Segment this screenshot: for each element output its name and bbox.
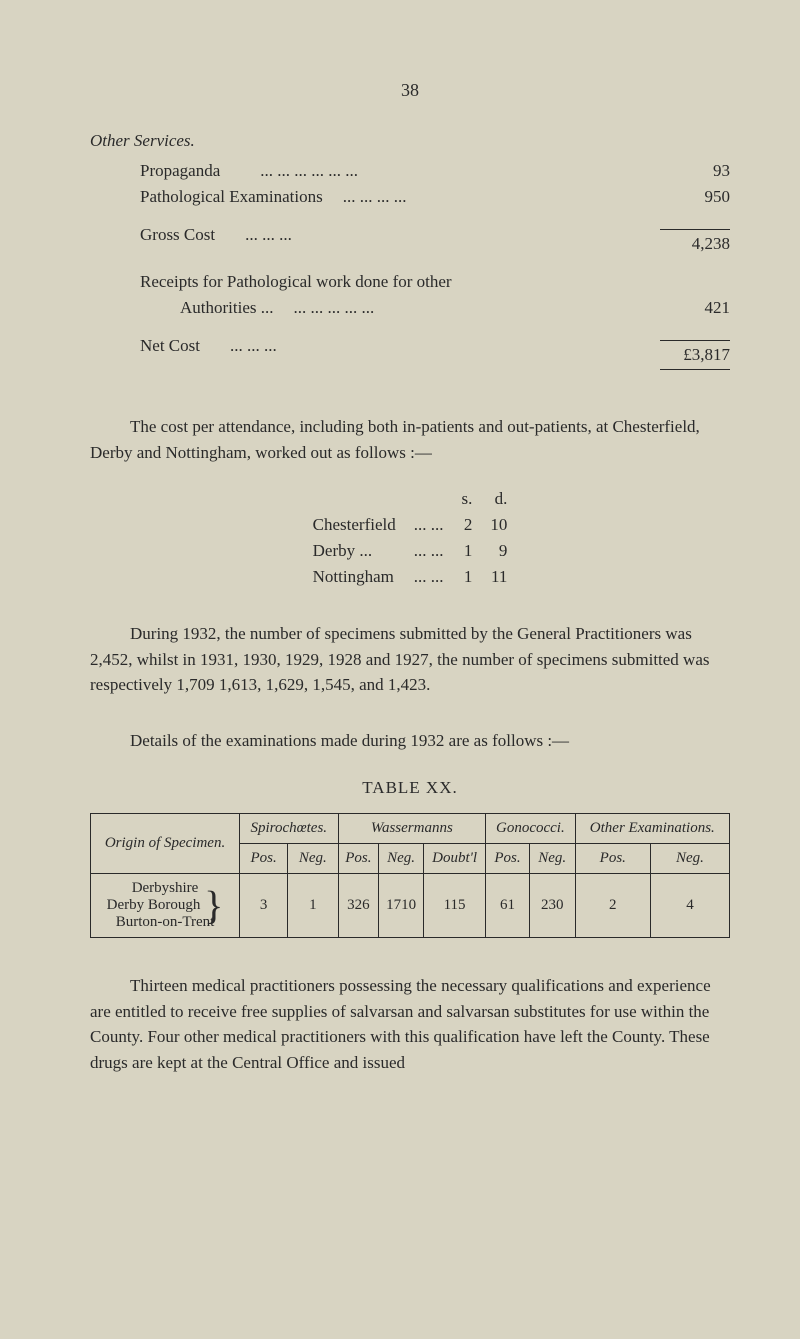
- net-cost-label: Net Cost: [90, 336, 200, 374]
- sd-s: 1: [453, 565, 480, 589]
- dots: ... ... ...: [200, 336, 660, 374]
- receipts-label: Receipts for Pathological work done for …: [90, 272, 452, 292]
- data-table: Origin of Specimen. Spirochœtes. Wasserm…: [90, 813, 730, 938]
- sd-place: Nottingham: [305, 565, 404, 589]
- authorities-label: Authorities ...: [90, 298, 274, 318]
- spacer: [452, 272, 730, 292]
- origin-line-1: Derbyshire: [132, 880, 199, 896]
- gross-cost-value: 4,238: [660, 229, 730, 254]
- td-spiro-neg: 1: [288, 874, 338, 938]
- line-pathological: Pathological Examinations ... ... ... ..…: [90, 187, 730, 207]
- sd-d: 10: [482, 513, 515, 537]
- origin-line-3: Burton-on-Trent: [116, 914, 215, 930]
- sd-table: s. d. Chesterfield ... ... 2 10 Derby ..…: [303, 485, 518, 591]
- line-authorities: Authorities ... ... ... ... ... ... 421: [90, 298, 730, 318]
- sd-d: 9: [482, 539, 515, 563]
- line-receipts: Receipts for Pathological work done for …: [90, 272, 730, 292]
- th-neg: Neg.: [288, 844, 338, 874]
- td-wasser-neg: 1710: [379, 874, 424, 938]
- td-other-pos: 2: [575, 874, 650, 938]
- dots: ... ... ... ...: [323, 187, 660, 207]
- sd-row-chesterfield: Chesterfield ... ... 2 10: [305, 513, 516, 537]
- td-other-neg: 4: [650, 874, 729, 938]
- sd-header-s: s.: [453, 487, 480, 511]
- th-pos: Pos.: [338, 844, 379, 874]
- td-wasser-pos: 326: [338, 874, 379, 938]
- dots: ... ... ... ... ... ...: [220, 161, 660, 181]
- paragraph-3: Details of the examinations made during …: [90, 728, 730, 754]
- line-gross-cost: Gross Cost ... ... ... 4,238: [90, 225, 730, 254]
- td-gono-neg: 230: [529, 874, 575, 938]
- propaganda-value: 93: [660, 161, 730, 181]
- sd-row-derby: Derby ... ... ... 1 9: [305, 539, 516, 563]
- paragraph-4: Thirteen medical practitioners possessin…: [90, 973, 730, 1075]
- page-number: 38: [90, 80, 730, 101]
- th-gono: Gonococci.: [486, 814, 576, 844]
- other-services-heading: Other Services.: [90, 131, 730, 151]
- dots: ... ... ...: [215, 225, 660, 254]
- sd-row-nottingham: Nottingham ... ... 1 11: [305, 565, 516, 589]
- authorities-value: 421: [660, 298, 730, 318]
- th-pos: Pos.: [575, 844, 650, 874]
- th-origin: Origin of Specimen.: [91, 814, 240, 874]
- sd-s: 2: [453, 513, 480, 537]
- sd-d: 11: [482, 565, 515, 589]
- paragraph-1: The cost per attendance, including both …: [90, 414, 730, 465]
- line-propaganda: Propaganda ... ... ... ... ... ... 93: [90, 161, 730, 181]
- th-wasser: Wassermanns: [338, 814, 486, 844]
- sd-dots: ... ...: [406, 539, 452, 563]
- paragraph-2: During 1932, the number of specimens sub…: [90, 621, 730, 698]
- td-wasser-doubt: 115: [424, 874, 486, 938]
- th-other: Other Examinations.: [575, 814, 729, 844]
- table-title: TABLE XX.: [90, 778, 730, 798]
- sd-dots: ... ...: [406, 565, 452, 589]
- pathological-label: Pathological Examinations: [90, 187, 323, 207]
- th-pos: Pos.: [240, 844, 288, 874]
- net-cost-value: £3,817: [660, 340, 730, 370]
- th-pos: Pos.: [486, 844, 530, 874]
- sd-header-d: d.: [482, 487, 515, 511]
- th-neg: Neg.: [379, 844, 424, 874]
- th-doubt: Doubt'l: [424, 844, 486, 874]
- propaganda-label: Propaganda: [90, 161, 220, 181]
- line-net-cost: Net Cost ... ... ... £3,817: [90, 336, 730, 374]
- td-gono-pos: 61: [486, 874, 530, 938]
- data-row: Derbyshire Derby Borough } Burton-on-Tre…: [91, 874, 730, 938]
- origin-line-2: Derby Borough: [107, 897, 201, 913]
- td-origin: Derbyshire Derby Borough } Burton-on-Tre…: [91, 874, 240, 938]
- sd-place: Derby ...: [305, 539, 404, 563]
- sd-dots: ... ...: [406, 513, 452, 537]
- th-neg: Neg.: [529, 844, 575, 874]
- gross-cost-label: Gross Cost: [90, 225, 215, 254]
- th-spiro: Spirochœtes.: [240, 814, 339, 844]
- sd-s: 1: [453, 539, 480, 563]
- th-neg: Neg.: [650, 844, 729, 874]
- pathological-value: 950: [660, 187, 730, 207]
- td-spiro-pos: 3: [240, 874, 288, 938]
- page-container: 38 Other Services. Propaganda ... ... ..…: [0, 0, 800, 1155]
- sd-place: Chesterfield: [305, 513, 404, 537]
- dots: ... ... ... ... ...: [274, 298, 661, 318]
